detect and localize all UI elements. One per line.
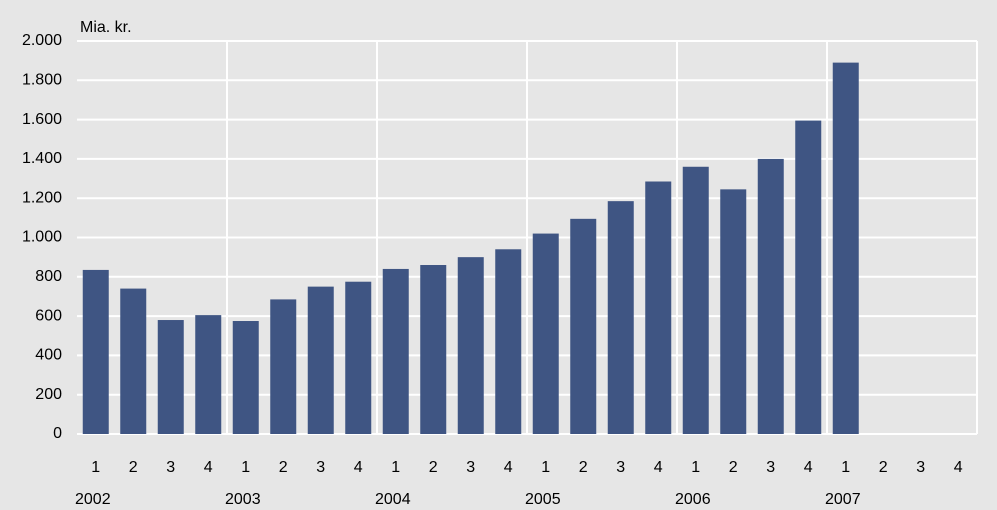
- bar: [795, 120, 822, 435]
- x-tick-label: 1: [691, 459, 700, 476]
- x-tick-label: 4: [654, 459, 663, 476]
- x-tick-label: 1: [91, 459, 100, 476]
- x-tick-label: 3: [616, 459, 625, 476]
- bar: [832, 62, 859, 435]
- bar: [757, 158, 784, 434]
- y-tick-label: 1.000: [22, 229, 62, 246]
- x-tick-label: 3: [466, 459, 475, 476]
- x-tick-label: 1: [391, 459, 400, 476]
- y-tick-label: 0: [53, 425, 62, 442]
- x-tick-label: 2: [579, 459, 588, 476]
- x-tick-label: 1: [241, 459, 250, 476]
- bar: [682, 166, 709, 434]
- y-tick-label: 1.800: [22, 72, 62, 89]
- x-tick-label: 2: [729, 459, 738, 476]
- y-tick-label: 600: [35, 307, 62, 324]
- bar: [720, 189, 747, 434]
- year-label: 2004: [375, 491, 411, 508]
- bar: [157, 320, 184, 434]
- y-tick-label: 1.600: [22, 111, 62, 128]
- bar: [382, 268, 409, 434]
- bar: [120, 288, 147, 434]
- y-tick-label: 2.000: [22, 32, 62, 49]
- x-tick-label: 3: [316, 459, 325, 476]
- x-tick-label: 1: [541, 459, 550, 476]
- y-tick-label: 200: [35, 386, 62, 403]
- x-tick-label: 3: [766, 459, 775, 476]
- x-tick-label: 2: [129, 459, 138, 476]
- y-tick-label: 1.200: [22, 189, 62, 206]
- y-tick-label: 1.400: [22, 150, 62, 167]
- year-label: 2006: [675, 491, 711, 508]
- year-label: 2003: [225, 491, 261, 508]
- x-tick-label: 3: [166, 459, 175, 476]
- x-tick-label: 2: [279, 459, 288, 476]
- bar: [345, 281, 372, 434]
- y-tick-label: 400: [35, 347, 62, 364]
- bar: [307, 286, 334, 434]
- x-tick-label: 2: [429, 459, 438, 476]
- x-tick-label: 2: [879, 459, 888, 476]
- y-tick-label: 800: [35, 268, 62, 285]
- bar: [457, 257, 484, 434]
- bar: [495, 249, 522, 434]
- y-axis-label: Mia. kr.: [80, 19, 132, 36]
- x-tick-label: 4: [804, 459, 813, 476]
- year-label: 2002: [75, 491, 111, 508]
- bar: [232, 321, 259, 434]
- bar: [570, 218, 597, 434]
- x-tick-label: 4: [504, 459, 513, 476]
- bar: [645, 181, 672, 434]
- x-tick-label: 3: [916, 459, 925, 476]
- x-tick-label: 1: [841, 459, 850, 476]
- x-tick-label: 4: [954, 459, 963, 476]
- bar: [607, 201, 634, 434]
- bar: [532, 233, 559, 434]
- x-tick-label: 4: [204, 459, 213, 476]
- year-label: 2005: [525, 491, 561, 508]
- bar: [270, 299, 297, 434]
- bar: [420, 265, 447, 434]
- x-tick-label: 4: [354, 459, 363, 476]
- bar: [195, 315, 222, 434]
- year-label: 2007: [825, 491, 861, 508]
- bar: [82, 269, 109, 434]
